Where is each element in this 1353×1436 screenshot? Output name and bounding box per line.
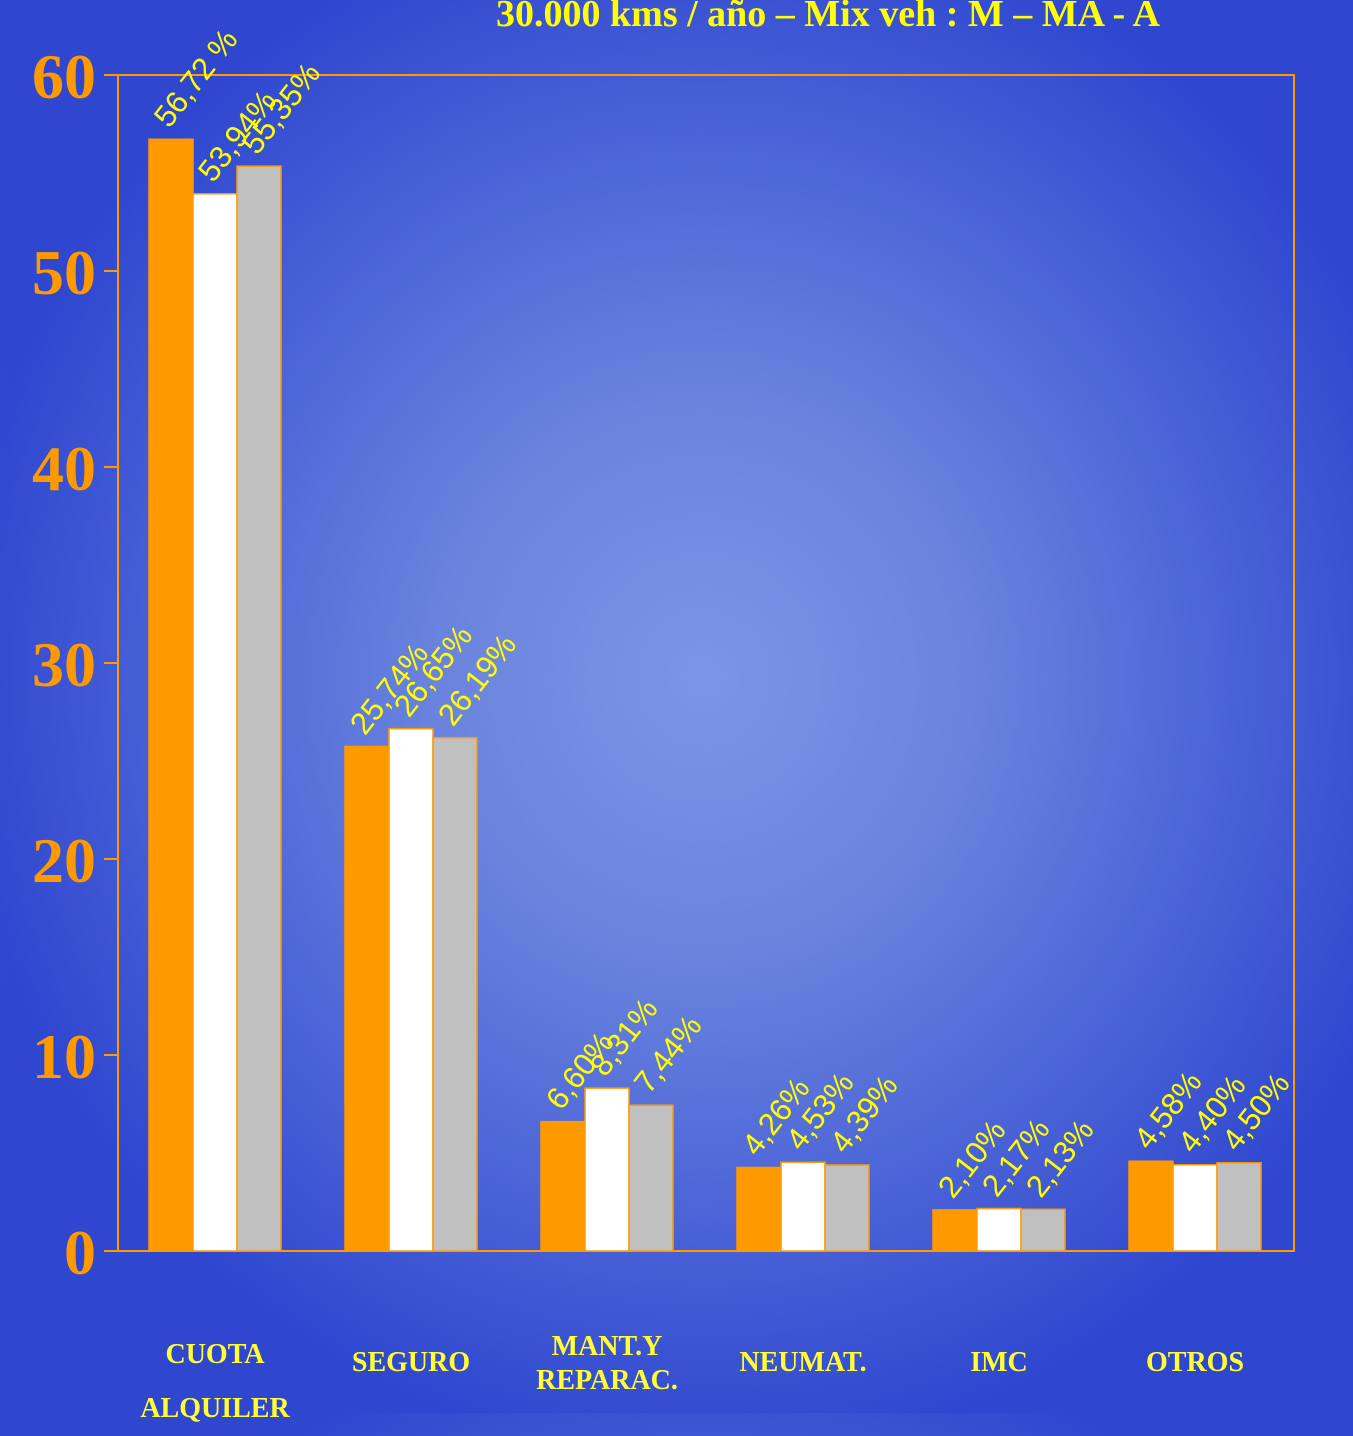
plot-area-frame [117, 74, 1295, 1252]
y-tick-label: 20 [32, 825, 96, 896]
x-category-label-line: NEUMAT. [739, 1347, 867, 1378]
bar [1128, 1160, 1174, 1252]
bar [824, 1164, 870, 1252]
x-category-label: SEGURO [352, 1346, 470, 1380]
x-category-label: MANT.Y REPARAC. [536, 1330, 678, 1398]
chart-title: 30.000 kms / año – Mix veh : M – MA - A [496, 0, 1160, 35]
bar [1020, 1208, 1066, 1252]
bar [736, 1166, 782, 1252]
x-category-label: OTROS [1146, 1346, 1244, 1380]
bars [148, 138, 1262, 1252]
x-category-label-line: OTROS [1145, 1347, 1245, 1378]
bar [388, 727, 434, 1252]
x-category-label-line: MANT.Y [551, 1331, 663, 1362]
bar [148, 138, 194, 1252]
bar [932, 1209, 978, 1252]
bar [236, 165, 282, 1252]
y-tick-label: 60 [32, 41, 96, 112]
bar [584, 1087, 630, 1252]
x-category-label-line: ALQUILER [140, 1393, 290, 1424]
x-category-label: NEUMAT. [739, 1346, 866, 1380]
bar [540, 1120, 586, 1252]
bar [628, 1104, 674, 1252]
x-category-label: CUOTA ALQUILER [140, 1328, 289, 1436]
y-tick-label: 50 [32, 237, 96, 308]
bar [1216, 1162, 1262, 1252]
bar [1172, 1164, 1218, 1252]
y-tick-label: 40 [32, 433, 96, 504]
x-category-label: IMC [970, 1346, 1028, 1380]
x-category-label-line: CUOTA [165, 1339, 265, 1370]
bar [976, 1207, 1022, 1252]
bar [432, 736, 478, 1252]
x-category-label-line: IMC [970, 1347, 1028, 1378]
y-axis: 0 10 20 30 40 50 60 [32, 41, 118, 1288]
bar [344, 745, 390, 1252]
y-tick-label: 30 [32, 629, 96, 700]
y-tick-label: 0 [64, 1217, 96, 1288]
x-category-label-line: REPARAC. [536, 1365, 678, 1396]
y-tick-label: 10 [32, 1021, 96, 1092]
bar [192, 193, 238, 1252]
bar [780, 1161, 826, 1252]
data-labels: 56,72 %53,94%55,35%25,74%26,65%26,19%6,6… [147, 22, 1297, 1204]
x-category-label-line: SEGURO [351, 1347, 471, 1378]
